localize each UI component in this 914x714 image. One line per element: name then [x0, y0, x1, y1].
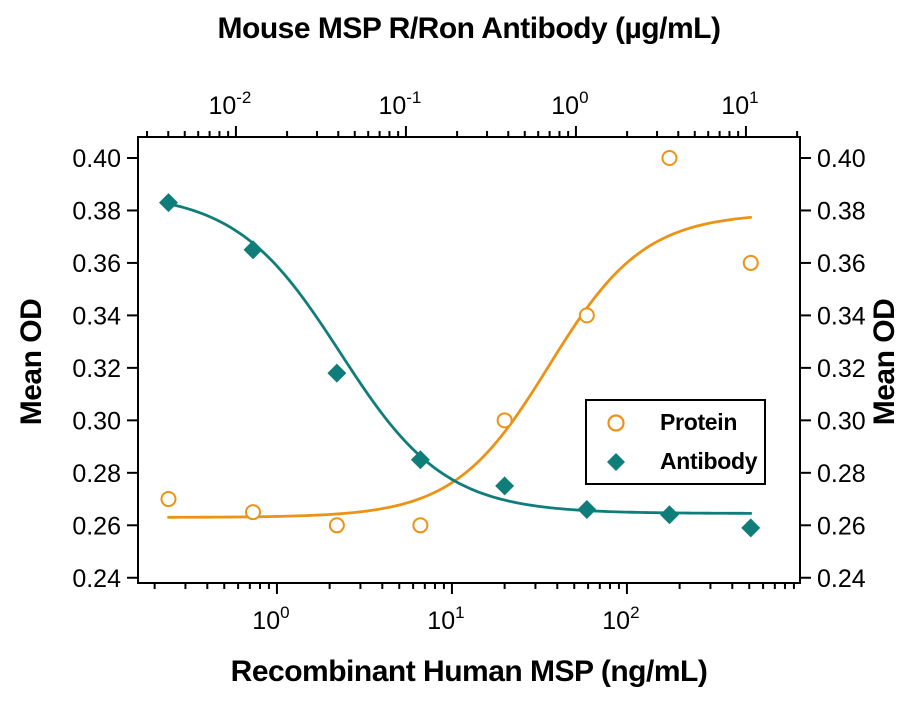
top-axis-title: Mouse MSP R/Ron Antibody (µg/mL)	[217, 12, 721, 45]
legend-item-antibody: Antibody	[587, 442, 764, 481]
x-bottom-tick-label: 102	[602, 603, 639, 635]
data-point-protein	[160, 491, 177, 508]
legend-label-protein: Protein	[660, 409, 738, 435]
x-bottom-tick-label: 101	[427, 603, 464, 635]
x-top-tick-label: 101	[721, 88, 758, 120]
data-point-antibody	[741, 518, 761, 538]
y-tick-label-left: 0.34	[72, 302, 121, 330]
fit-curve-antibody	[167, 202, 753, 515]
y-tick-label-right: 0.30	[817, 407, 866, 435]
y-tick-label-left: 0.38	[72, 197, 121, 225]
data-point-antibody	[243, 240, 263, 260]
fit-curve-protein	[167, 216, 753, 519]
x-top-tick-label: 100	[551, 88, 588, 120]
y-tick-label-left: 0.36	[72, 250, 121, 278]
data-point-antibody	[577, 500, 597, 520]
data-point-protein	[578, 307, 595, 324]
y-tick-label-right: 0.26	[817, 512, 866, 540]
bottom-axis-title: Recombinant Human MSP (ng/mL)	[230, 655, 708, 688]
x-top-tick-label: 10-2	[208, 88, 251, 120]
y-tick-label-left: 0.30	[72, 407, 121, 435]
x-top-tick-label: 10-1	[378, 88, 421, 120]
data-point-antibody	[327, 363, 347, 383]
y-tick-label-right: 0.34	[817, 302, 866, 330]
data-point-antibody	[659, 505, 679, 525]
y-tick-label-right: 0.36	[817, 250, 866, 278]
y-tick-label-left: 0.24	[72, 565, 121, 593]
y-tick-label-right: 0.40	[817, 145, 866, 173]
data-point-protein	[412, 517, 429, 534]
filled-diamond-icon	[607, 452, 625, 471]
data-point-protein	[661, 149, 678, 166]
open-circle-icon	[607, 413, 625, 432]
y-tick-label-left: 0.26	[72, 512, 121, 540]
legend: Protein Antibody	[585, 399, 766, 485]
data-point-protein	[496, 412, 513, 429]
data-point-protein	[742, 254, 759, 271]
data-point-antibody	[495, 476, 515, 496]
data-point-antibody	[410, 450, 430, 470]
data-point-protein	[328, 517, 345, 534]
plot-frame	[137, 136, 801, 584]
y-tick-label-left: 0.28	[72, 460, 121, 488]
legend-item-protein: Protein	[587, 403, 764, 442]
data-point-antibody	[158, 193, 178, 213]
y-tick-label-right: 0.28	[817, 460, 866, 488]
x-bottom-tick-label: 100	[252, 603, 289, 635]
y-tick-label-right: 0.38	[817, 197, 866, 225]
data-point-protein	[245, 504, 262, 521]
y-tick-label-right: 0.24	[817, 565, 866, 593]
y-tick-label-right: 0.32	[817, 355, 866, 383]
legend-label-antibody: Antibody	[660, 448, 758, 474]
y-tick-label-left: 0.32	[72, 355, 121, 383]
y-tick-label-left: 0.40	[72, 145, 121, 173]
